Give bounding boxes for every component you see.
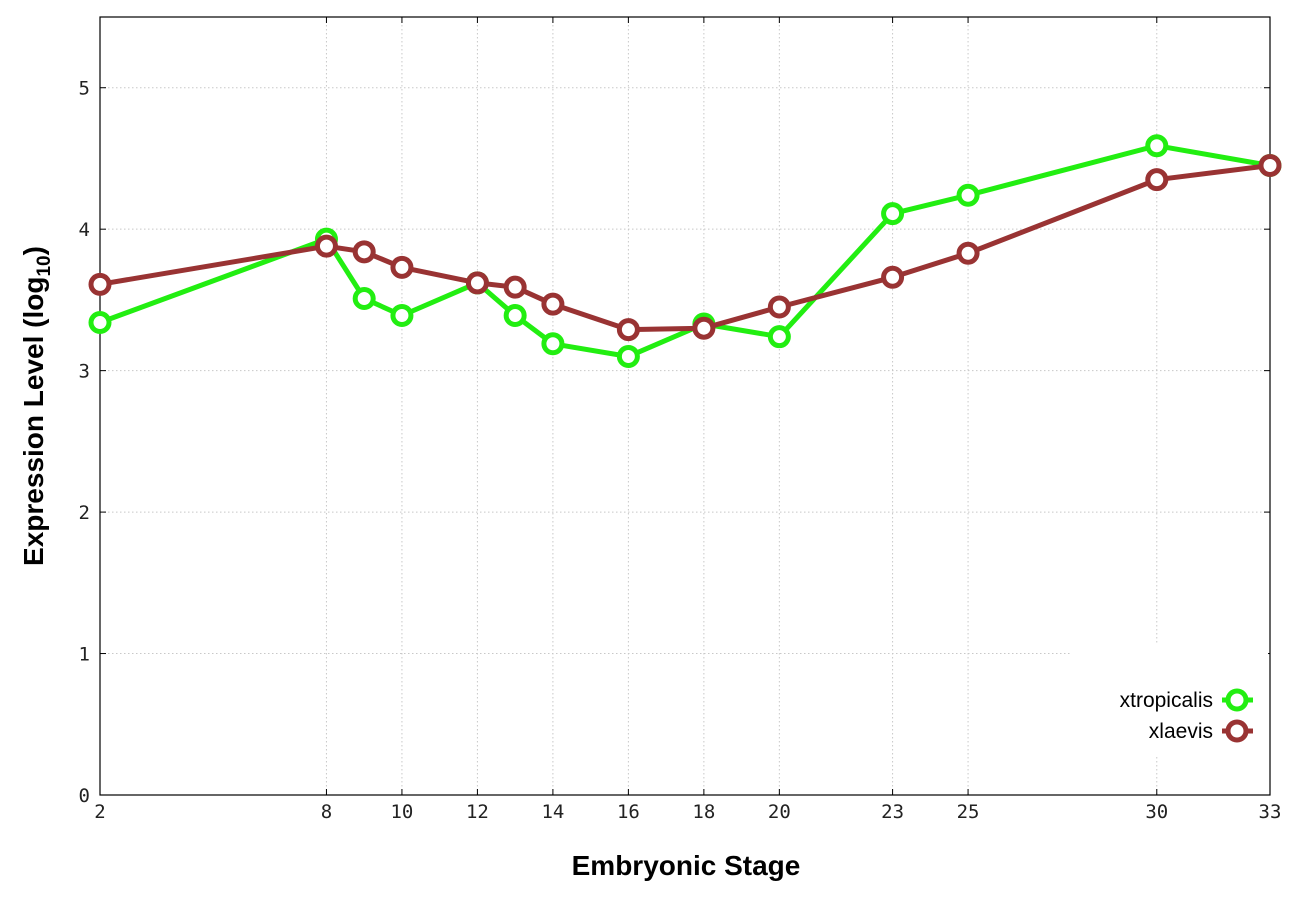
- data-point-xtropicalis: [767, 325, 791, 349]
- plot-frame: [99, 16, 1271, 796]
- y-axis-title: Expression Level (log10): [18, 246, 55, 566]
- data-point-xlaevis: [692, 316, 716, 340]
- x-tick-label: 20: [768, 801, 791, 823]
- x-tick-label: 12: [466, 801, 489, 823]
- y-tick-label: 5: [79, 78, 90, 100]
- data-point-xlaevis: [503, 275, 527, 299]
- data-point-xlaevis: [314, 234, 338, 258]
- legend-marker-xtropicalis: [1225, 688, 1249, 712]
- data-point-xtropicalis: [88, 311, 112, 335]
- x-tick-label: 8: [321, 801, 332, 823]
- x-tick-label: 30: [1145, 801, 1168, 823]
- data-point-xlaevis: [956, 241, 980, 265]
- x-tick-label: 14: [541, 801, 564, 823]
- legend-label-xlaevis: xlaevis: [1149, 720, 1213, 743]
- x-tick-label: 18: [692, 801, 715, 823]
- legend: xtropicalis xlaevis: [1120, 688, 1253, 743]
- data-point-xlaevis: [465, 271, 489, 295]
- data-point-xtropicalis: [352, 286, 376, 310]
- series-line-xlaevis: [99, 163, 1271, 333]
- y-tick-label: 4: [79, 219, 90, 241]
- y-tick-label: 2: [79, 502, 90, 524]
- data-point-xtropicalis: [503, 303, 527, 327]
- series-line-xtropicalis: [99, 143, 1271, 359]
- x-tick-label: 2: [94, 801, 105, 823]
- data-point-xlaevis: [390, 255, 414, 279]
- data-point-xlaevis: [767, 295, 791, 319]
- legend-marker-xlaevis: [1225, 719, 1249, 743]
- data-point-xtropicalis: [616, 344, 640, 368]
- x-axis-title: Embryonic Stage: [572, 850, 801, 881]
- y-axis-title-main: Expression Level (log: [18, 277, 49, 566]
- x-tick-label: 10: [390, 801, 413, 823]
- data-point-xlaevis: [881, 265, 905, 289]
- data-point-xtropicalis: [1145, 134, 1169, 158]
- y-tick-label: 0: [79, 785, 90, 807]
- grid: [100, 17, 1270, 795]
- x-tick-label: 25: [957, 801, 980, 823]
- data-point-xtropicalis: [541, 332, 565, 356]
- data-point-xlaevis: [88, 272, 112, 296]
- data-point-xtropicalis: [881, 202, 905, 226]
- legend-label-xtropicalis: xtropicalis: [1120, 689, 1213, 712]
- x-tick-label: 16: [617, 801, 640, 823]
- y-tick-label: 3: [79, 361, 90, 383]
- data-point-xtropicalis: [390, 303, 414, 327]
- data-point-xlaevis: [1145, 168, 1169, 192]
- x-tick-label: 23: [881, 801, 904, 823]
- data-point-xlaevis: [1258, 154, 1282, 178]
- y-axis-title-close: ): [18, 246, 49, 255]
- y-axis-title-subscript: 10: [34, 255, 55, 276]
- data-point-xlaevis: [541, 292, 565, 316]
- series-group: [88, 134, 1282, 368]
- data-point-xlaevis: [352, 240, 376, 264]
- y-tick-label: 1: [79, 644, 90, 666]
- data-point-xtropicalis: [956, 183, 980, 207]
- data-point-xlaevis: [616, 318, 640, 342]
- x-tick-label: 33: [1259, 801, 1282, 823]
